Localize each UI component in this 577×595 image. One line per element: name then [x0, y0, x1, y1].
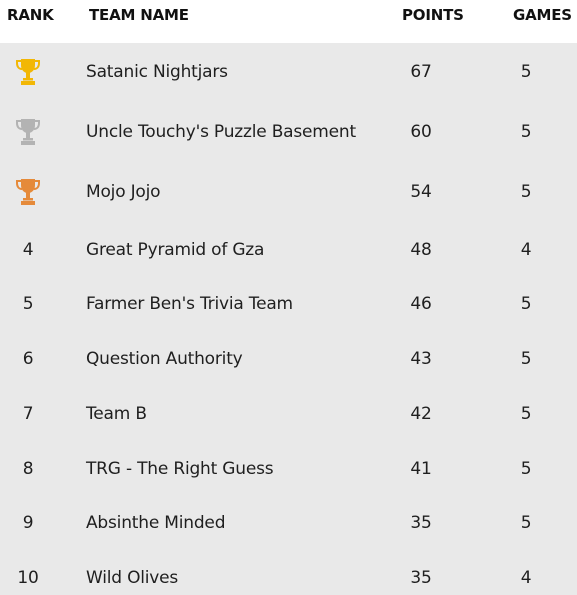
rank-cell: 4	[22, 240, 34, 260]
points-cell: 43	[410, 349, 432, 369]
table-row: 8 TRG - The Right Guess 41 5	[0, 454, 577, 484]
silver-trophy-icon	[16, 119, 40, 145]
table-row: Mojo Jojo 54 5	[0, 177, 577, 207]
table-row: 7 Team B 42 5	[0, 399, 577, 429]
rank-cell: 9	[22, 513, 34, 533]
rank-cell: 10	[17, 568, 39, 588]
team-name-cell: Satanic Nightjars	[86, 62, 228, 82]
games-cell: 5	[520, 294, 532, 314]
games-column-header: GAMES	[513, 6, 572, 24]
team-name-cell: Mojo Jojo	[86, 182, 161, 202]
table-row: 4 Great Pyramid of Gza 48 4	[0, 235, 577, 265]
points-column-header: POINTS	[402, 6, 464, 24]
points-cell: 46	[410, 294, 432, 314]
rank-cell: 8	[22, 459, 34, 479]
team-name-cell: Question Authority	[86, 349, 243, 369]
table-row: 5 Farmer Ben's Trivia Team 46 5	[0, 289, 577, 319]
games-cell: 5	[520, 513, 532, 533]
team-name-cell: Great Pyramid of Gza	[86, 240, 265, 260]
table-row: 9 Absinthe Minded 35 5	[0, 508, 577, 538]
team-name-cell: Absinthe Minded	[86, 513, 226, 533]
rank-cell: 6	[22, 349, 34, 369]
team-name-cell: Wild Olives	[86, 568, 179, 588]
points-cell: 48	[410, 240, 432, 260]
rank-column-header: RANK	[7, 6, 54, 24]
points-cell: 41	[410, 459, 432, 479]
games-cell: 5	[520, 349, 532, 369]
points-cell: 54	[410, 182, 432, 202]
games-cell: 5	[520, 62, 532, 82]
bronze-trophy-icon	[16, 179, 40, 205]
points-cell: 35	[410, 568, 432, 588]
table-row: Uncle Touchy's Puzzle Basement 60 5	[0, 117, 577, 147]
points-cell: 42	[410, 404, 432, 424]
gold-trophy-icon	[16, 59, 40, 85]
team-name-column-header: TEAM NAME	[89, 6, 189, 24]
team-name-cell: Team B	[86, 404, 147, 424]
table-header: RANK TEAM NAME POINTS GAMES	[0, 0, 577, 43]
games-cell: 4	[520, 568, 532, 588]
rank-cell: 5	[22, 294, 34, 314]
rank-cell: 7	[22, 404, 34, 424]
team-name-cell: Farmer Ben's Trivia Team	[86, 294, 293, 314]
games-cell: 5	[520, 182, 532, 202]
games-cell: 4	[520, 240, 532, 260]
table-row: 6 Question Authority 43 5	[0, 344, 577, 374]
team-name-cell: TRG - The Right Guess	[86, 459, 274, 479]
table-row: 10 Wild Olives 35 4	[0, 563, 577, 593]
team-name-cell: Uncle Touchy's Puzzle Basement	[86, 122, 356, 142]
games-cell: 5	[520, 459, 532, 479]
table-row: Satanic Nightjars 67 5	[0, 57, 577, 87]
points-cell: 35	[410, 513, 432, 533]
points-cell: 67	[410, 62, 432, 82]
games-cell: 5	[520, 404, 532, 424]
games-cell: 5	[520, 122, 532, 142]
points-cell: 60	[410, 122, 432, 142]
